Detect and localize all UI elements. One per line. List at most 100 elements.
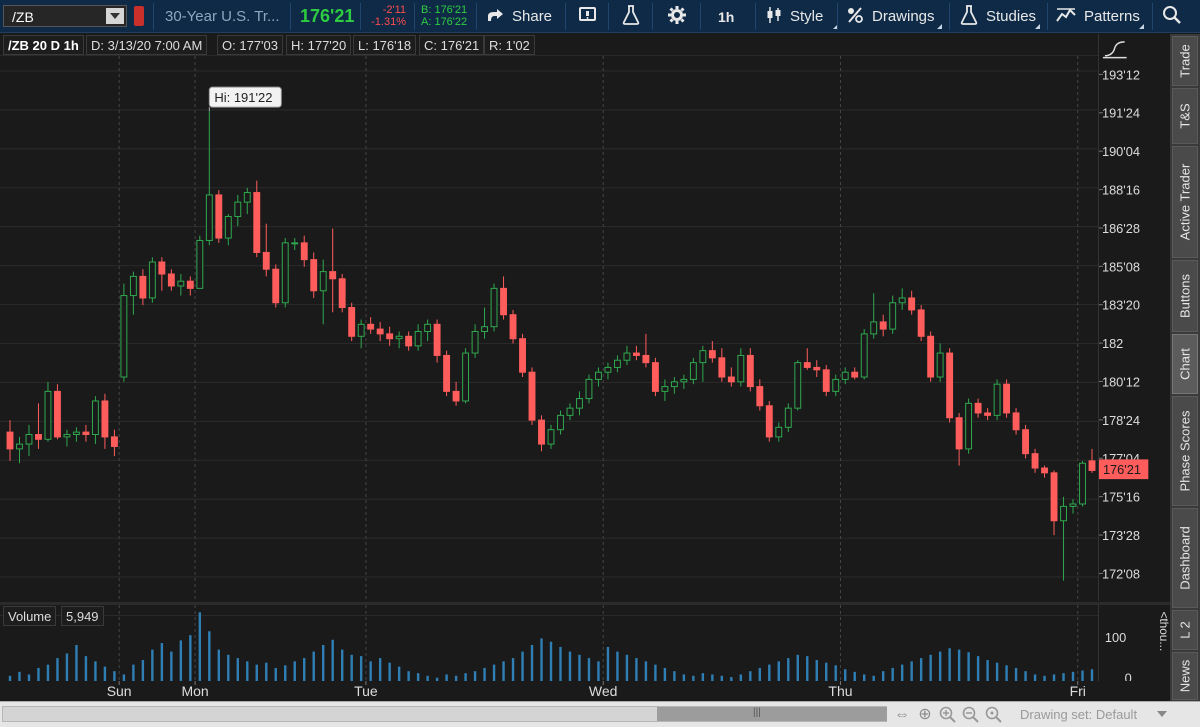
drawings-button[interactable]: Drawings bbox=[846, 0, 946, 33]
pane-divider[interactable] bbox=[0, 602, 1170, 605]
drawing-set-selector[interactable]: Drawing set: Default bbox=[1020, 707, 1138, 722]
volume-bar bbox=[701, 673, 705, 681]
volume-bar bbox=[1081, 670, 1084, 681]
candle-body bbox=[1050, 472, 1058, 522]
tab-buttons[interactable]: Buttons bbox=[1172, 260, 1198, 332]
price-axis[interactable]: 193'12 191'24 190'04 188'16 186'28 185'08 183'… bbox=[1098, 34, 1170, 601]
net-change: -2'11 -1.31% bbox=[366, 4, 406, 28]
candle-body bbox=[300, 242, 308, 261]
volume-bar bbox=[322, 645, 325, 681]
volume-bar bbox=[872, 675, 875, 681]
date-axis[interactable]: Sun Mon Tue Wed Thu Fri bbox=[0, 681, 1170, 701]
chevron-down-icon[interactable] bbox=[106, 8, 124, 24]
candle-body bbox=[224, 216, 232, 239]
candle-body bbox=[965, 402, 973, 450]
volume-bar bbox=[948, 648, 951, 681]
candle-body bbox=[538, 419, 545, 445]
candle-body bbox=[632, 352, 640, 356]
price-chart[interactable]: Hi: 191'22 bbox=[0, 56, 1098, 601]
bar-close: C: 176'21 bbox=[419, 35, 485, 55]
crosshair-icon[interactable]: ⊕ bbox=[918, 706, 932, 723]
volume-bar bbox=[236, 658, 239, 681]
search-icon bbox=[1162, 5, 1182, 29]
tab-dashboard[interactable]: Dashboard bbox=[1172, 508, 1198, 608]
volume-bar bbox=[27, 674, 31, 681]
expand-horizontal-icon[interactable]: ⇔ bbox=[894, 706, 910, 723]
candle-body bbox=[879, 321, 887, 330]
volume-bar bbox=[46, 664, 50, 681]
symbol-input[interactable]: /ZB bbox=[12, 9, 34, 25]
candle-body bbox=[433, 323, 441, 356]
chart-header: /ZB 20 D 1h D: 3/13/20 7:00 AM O: 177'03… bbox=[0, 34, 1098, 56]
tab-time-and-sales[interactable]: T&S bbox=[1172, 88, 1198, 144]
volume-bar bbox=[597, 661, 600, 681]
tab-active-trader[interactable]: Active Trader bbox=[1172, 146, 1198, 258]
zoom-out-icon[interactable] bbox=[962, 706, 980, 724]
tab-chart[interactable]: Chart bbox=[1172, 334, 1198, 394]
toolbar-divider bbox=[360, 3, 361, 30]
volume-label[interactable]: Volume bbox=[3, 606, 57, 626]
chevron-down-icon[interactable] bbox=[1157, 711, 1167, 717]
link-icon[interactable] bbox=[134, 6, 144, 26]
search-button[interactable] bbox=[1162, 0, 1182, 33]
volume-bar bbox=[141, 660, 145, 681]
candle-body bbox=[186, 280, 194, 289]
volume-bar bbox=[1033, 674, 1037, 681]
scrollbar-thumb[interactable]: ||| bbox=[657, 707, 887, 721]
volume-bar bbox=[122, 674, 126, 681]
candle-body bbox=[1022, 429, 1030, 455]
volume-bar bbox=[806, 656, 809, 681]
volume-bar bbox=[863, 674, 866, 681]
volume-bar bbox=[492, 664, 496, 681]
toolbar: /ZB 30-Year U.S. Tr... 176'21 -2'11 -1.3… bbox=[0, 0, 1200, 33]
candle-body bbox=[955, 417, 963, 450]
volume-bar bbox=[815, 660, 818, 681]
volume-bar bbox=[246, 661, 249, 681]
volume-bar bbox=[274, 667, 277, 681]
aggregation-selector[interactable]: 1h bbox=[718, 0, 734, 33]
candle-body bbox=[44, 390, 52, 440]
candle-body bbox=[1041, 467, 1048, 474]
candle-body bbox=[908, 297, 916, 311]
toolbar-divider bbox=[755, 3, 756, 30]
tab-trade[interactable]: Trade bbox=[1172, 36, 1198, 86]
flag-button[interactable] bbox=[578, 0, 600, 33]
volume-bar bbox=[94, 661, 97, 681]
candle-body bbox=[120, 295, 128, 378]
volume-bar bbox=[1090, 669, 1094, 681]
horizontal-scrollbar[interactable]: ||| bbox=[2, 706, 887, 722]
style-button[interactable]: Style bbox=[766, 0, 842, 33]
flask-button[interactable] bbox=[622, 0, 640, 33]
candle-body bbox=[481, 326, 489, 332]
volume-bar bbox=[967, 652, 970, 681]
bar-range: R: 1'02 bbox=[484, 35, 535, 55]
candle-body bbox=[281, 242, 289, 304]
candle-body bbox=[471, 330, 479, 354]
volume-bar bbox=[1014, 667, 1018, 681]
date-label: Fri bbox=[1070, 683, 1086, 699]
volume-bar bbox=[625, 654, 629, 681]
share-button[interactable]: Share bbox=[486, 0, 552, 33]
volume-bar bbox=[711, 674, 714, 681]
volume-bar bbox=[397, 666, 401, 681]
volume-bar bbox=[587, 658, 591, 681]
patterns-button[interactable]: Patterns bbox=[1056, 0, 1148, 33]
volume-bar bbox=[796, 654, 799, 681]
candle-body bbox=[424, 323, 432, 332]
volume-bar bbox=[692, 675, 695, 681]
reset-zoom-icon[interactable] bbox=[985, 706, 1003, 724]
settings-button[interactable] bbox=[668, 0, 686, 33]
volume-bar bbox=[957, 649, 961, 681]
toolbar-divider bbox=[1047, 3, 1048, 30]
symbol-selector[interactable]: /ZB bbox=[3, 5, 127, 27]
zoom-in-icon[interactable] bbox=[939, 706, 957, 724]
volume-chart[interactable] bbox=[0, 605, 1098, 681]
tab-level2[interactable]: L 2 bbox=[1172, 610, 1198, 650]
candle-body bbox=[129, 275, 137, 297]
chart-title[interactable]: /ZB 20 D 1h bbox=[3, 35, 84, 55]
volume-axis-top: 100 bbox=[1105, 630, 1126, 645]
tab-news[interactable]: News bbox=[1172, 652, 1198, 700]
studies-button[interactable]: Studies bbox=[960, 0, 1044, 33]
volume-bar bbox=[369, 661, 372, 681]
tab-phase-scores[interactable]: Phase Scores bbox=[1172, 396, 1198, 506]
